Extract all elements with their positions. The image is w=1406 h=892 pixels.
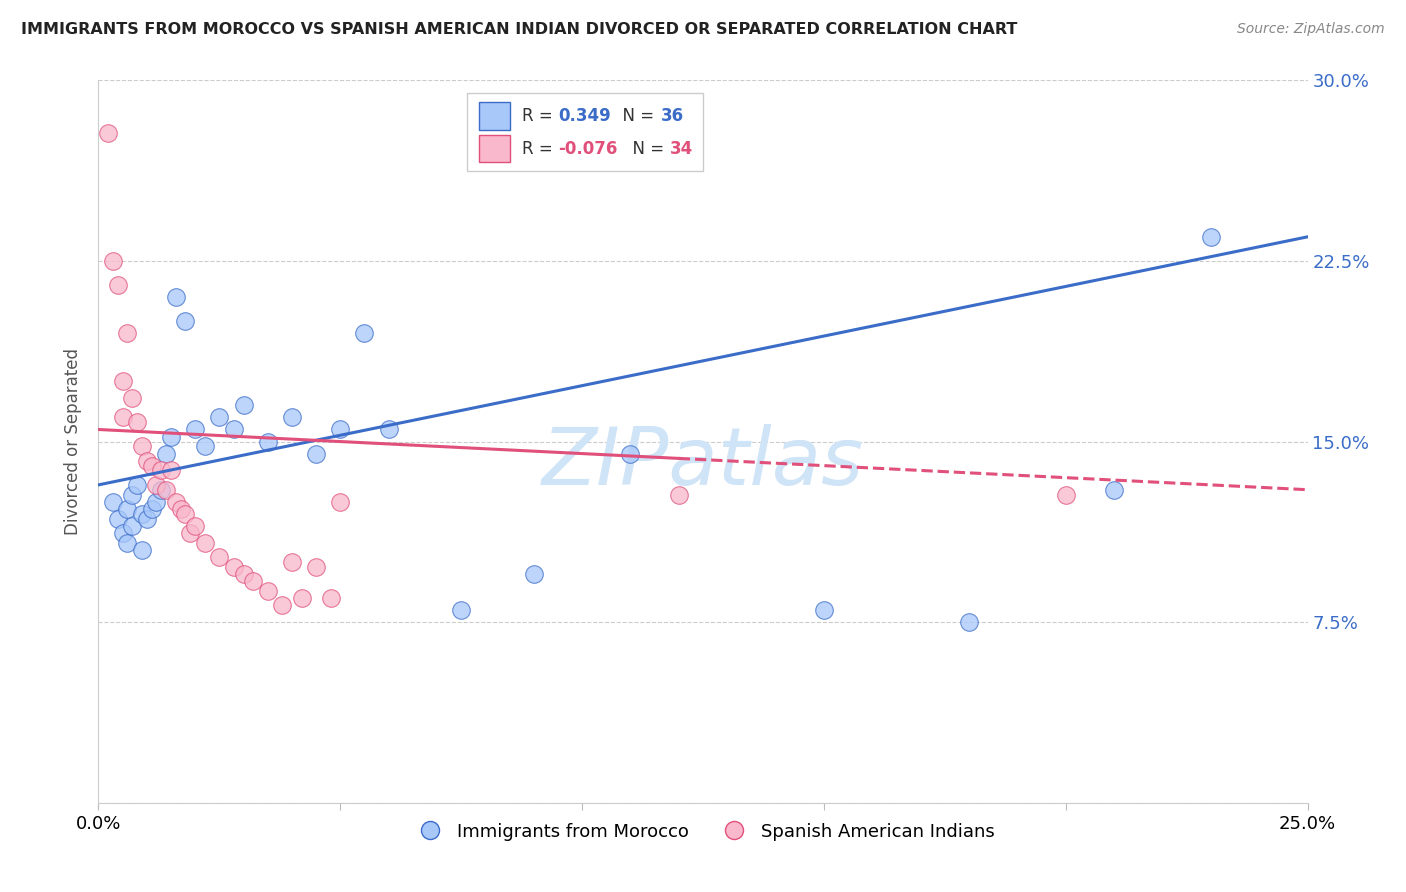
Point [135, 454, 157, 468]
Point [329, 494, 352, 508]
Point [155, 446, 177, 460]
Point [184, 422, 207, 436]
Point [165, 494, 187, 508]
Point [101, 494, 124, 508]
Point [256, 434, 278, 449]
Point [957, 615, 980, 630]
Point [305, 446, 328, 460]
Point [232, 398, 254, 412]
Point [281, 555, 304, 569]
Point [222, 422, 245, 436]
Point [111, 374, 134, 388]
Point [242, 574, 264, 589]
Point [131, 507, 153, 521]
Point [141, 458, 163, 473]
Point [208, 550, 231, 565]
Point [174, 314, 197, 328]
Point [150, 463, 173, 477]
Point [131, 542, 153, 557]
Point [155, 483, 177, 497]
Point [111, 526, 134, 541]
Point [1054, 487, 1077, 501]
FancyBboxPatch shape [467, 93, 703, 170]
Text: 0.349: 0.349 [558, 107, 610, 125]
Legend: Immigrants from Morocco, Spanish American Indians: Immigrants from Morocco, Spanish America… [405, 815, 1001, 848]
Text: Source: ZipAtlas.com: Source: ZipAtlas.com [1237, 22, 1385, 37]
Point [256, 583, 278, 598]
Point [290, 591, 312, 605]
Point [117, 502, 139, 516]
Point [127, 415, 149, 429]
Point [150, 483, 173, 497]
Text: N =: N = [613, 107, 659, 125]
Text: 36: 36 [661, 107, 683, 125]
FancyBboxPatch shape [479, 135, 509, 162]
Point [145, 494, 167, 508]
Point [179, 526, 201, 541]
Point [117, 326, 139, 340]
Point [131, 439, 153, 453]
Point [222, 559, 245, 574]
Text: IMMIGRANTS FROM MOROCCO VS SPANISH AMERICAN INDIAN DIVORCED OR SEPARATED CORRELA: IMMIGRANTS FROM MOROCCO VS SPANISH AMERI… [21, 22, 1018, 37]
Point [668, 487, 690, 501]
Point [353, 326, 375, 340]
Point [145, 478, 167, 492]
Y-axis label: Divorced or Separated: Divorced or Separated [65, 348, 83, 535]
Text: -0.076: -0.076 [558, 140, 617, 158]
Point [1199, 230, 1222, 244]
Point [169, 502, 191, 516]
Point [1102, 483, 1125, 497]
Point [121, 487, 143, 501]
Point [184, 518, 207, 533]
Point [107, 277, 129, 292]
Text: R =: R = [522, 107, 558, 125]
Text: R =: R = [522, 140, 558, 158]
Text: 34: 34 [671, 140, 693, 158]
Point [194, 439, 217, 453]
Text: ZIPatlas: ZIPatlas [541, 425, 865, 502]
Point [377, 422, 399, 436]
Point [121, 518, 143, 533]
Point [319, 591, 342, 605]
Point [813, 603, 835, 617]
Point [97, 126, 120, 140]
Point [111, 410, 134, 425]
Point [117, 535, 139, 549]
Text: N =: N = [621, 140, 669, 158]
Point [101, 253, 124, 268]
Point [107, 511, 129, 525]
Point [160, 430, 183, 444]
Point [165, 290, 187, 304]
Point [174, 507, 197, 521]
Point [232, 567, 254, 582]
Point [271, 599, 294, 613]
Point [127, 478, 149, 492]
Point [305, 559, 328, 574]
Point [450, 603, 472, 617]
Point [329, 422, 352, 436]
Point [619, 446, 641, 460]
FancyBboxPatch shape [479, 103, 509, 129]
Point [194, 535, 217, 549]
Point [208, 410, 231, 425]
Point [141, 502, 163, 516]
Point [281, 410, 304, 425]
Point [121, 391, 143, 405]
Point [135, 511, 157, 525]
Point [160, 463, 183, 477]
Point [523, 567, 546, 582]
